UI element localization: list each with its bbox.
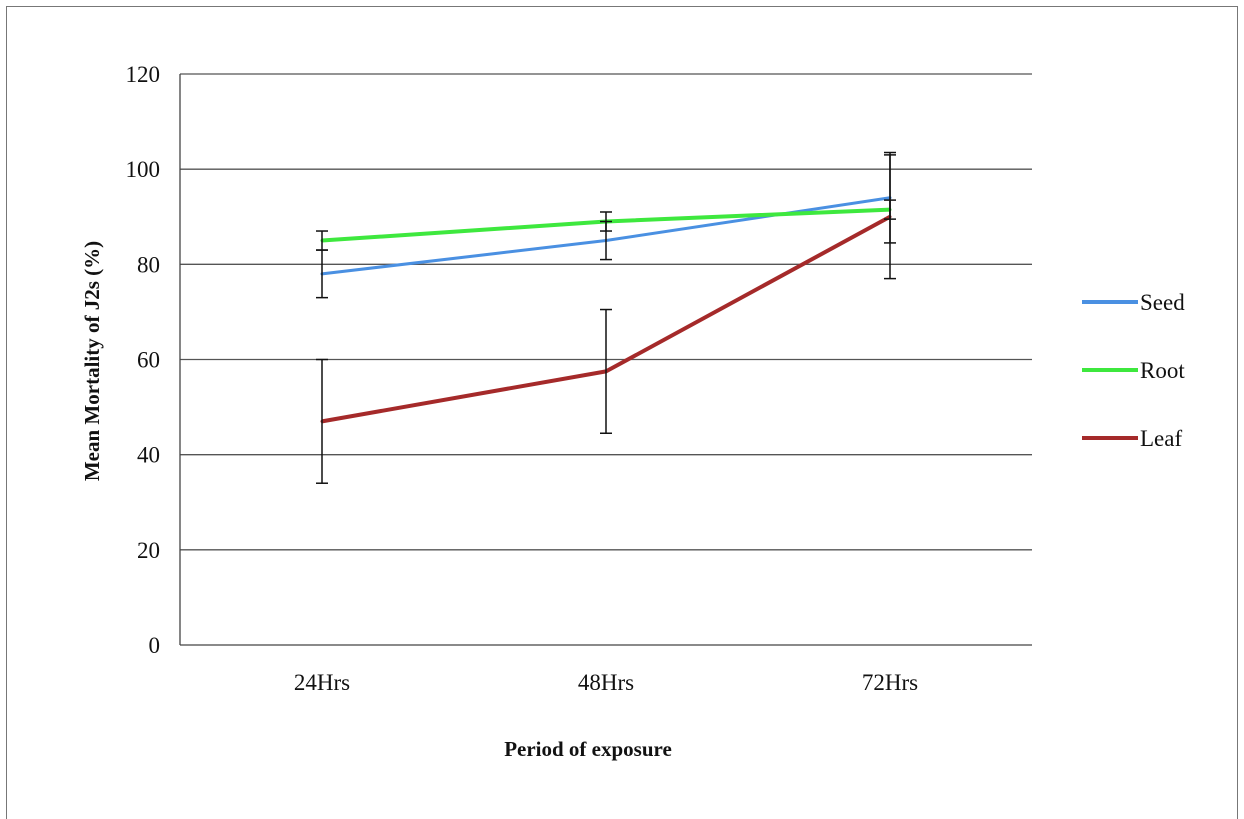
- y-axis-title: Mean Mortality of J2s (%): [80, 241, 104, 481]
- error-bar-leaf: [884, 154, 896, 280]
- x-tick-labels: 24Hrs 48Hrs 72Hrs: [294, 670, 918, 695]
- legend: Seed Root Leaf: [1082, 290, 1185, 451]
- x-tick-label: 48Hrs: [578, 670, 634, 695]
- legend-item-root: Root: [1082, 358, 1185, 383]
- y-tick-label: 60: [137, 348, 160, 373]
- y-tick-label: 80: [137, 252, 160, 277]
- y-tick-labels: 0 20 40 60 80 100 120: [126, 62, 161, 658]
- x-axis-title: Period of exposure: [504, 737, 672, 761]
- x-tick-label: 24Hrs: [294, 670, 350, 695]
- y-tick-label: 40: [137, 443, 160, 468]
- chart-frame: [6, 6, 1238, 819]
- legend-label: Seed: [1140, 290, 1185, 315]
- y-tick-label: 120: [126, 62, 161, 87]
- error-bars: [316, 151, 896, 484]
- error-bar-leaf: [316, 358, 328, 484]
- legend-item-seed: Seed: [1082, 290, 1185, 315]
- error-bar-leaf: [600, 308, 612, 435]
- y-tick-label: 20: [137, 538, 160, 563]
- error-bar-root: [316, 230, 328, 251]
- legend-label: Root: [1140, 358, 1185, 383]
- legend-item-leaf: Leaf: [1082, 426, 1182, 451]
- x-tick-label: 72Hrs: [862, 670, 918, 695]
- y-tick-label: 0: [149, 633, 161, 658]
- error-bar-root: [600, 211, 612, 232]
- legend-label: Leaf: [1140, 426, 1182, 451]
- y-tick-label: 100: [126, 157, 161, 182]
